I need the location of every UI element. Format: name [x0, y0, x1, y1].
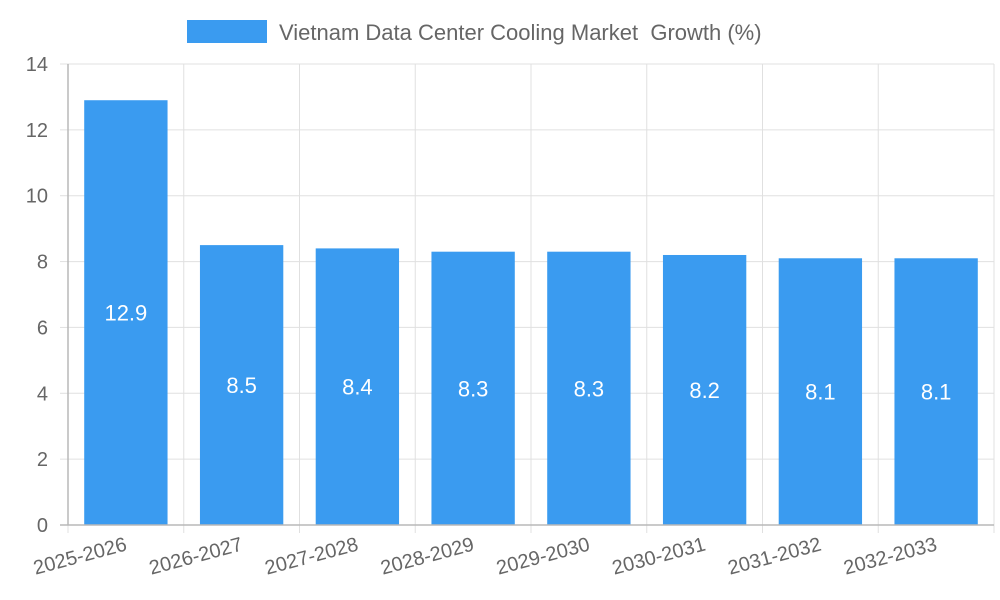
y-tick-label: 8	[37, 252, 48, 274]
legend-label: Vietnam Data Center Cooling Market Growt…	[279, 20, 762, 45]
data-label: 8.1	[921, 380, 952, 405]
x-tick-label: 2030-2031	[610, 534, 708, 580]
bar-2032-2033	[894, 258, 978, 525]
x-tick-label: 2026-2027	[147, 534, 245, 580]
bar-2026-2027	[199, 245, 284, 525]
data-label: 8.1	[805, 380, 836, 405]
y-axis-ticks: 0 2 4 6 8 10 12 14	[26, 54, 48, 537]
data-label: 8.3	[574, 376, 605, 401]
chart-axes	[60, 64, 994, 526]
chart-bars	[84, 100, 978, 525]
y-tick-label: 6	[37, 317, 48, 339]
x-tick-label: 2027-2028	[263, 534, 361, 580]
bar-2029-2030	[547, 251, 631, 525]
y-tick-label: 14	[26, 54, 48, 76]
chart-legend: Vietnam Data Center Cooling Market Growt…	[187, 20, 762, 45]
x-tick-label: 2031-2032	[726, 534, 824, 580]
bar-2025-2026	[84, 100, 168, 525]
y-tick-label: 12	[26, 120, 48, 142]
bar-2030-2031	[662, 254, 747, 525]
data-label: 8.4	[342, 375, 373, 400]
bar-2027-2028	[315, 248, 400, 525]
y-tick-label: 0	[37, 515, 48, 537]
data-labels: 12.9 8.5 8.4 8.3 8.3 8.2 8.1 8.1	[104, 301, 951, 405]
legend-swatch	[187, 20, 267, 43]
x-tick-label: 2029-2030	[494, 534, 592, 580]
x-tick-label: 2025-2026	[31, 534, 129, 580]
y-tick-label: 2	[37, 449, 48, 471]
x-tick-label: 2032-2033	[841, 534, 939, 580]
bar-2028-2029	[431, 251, 515, 525]
data-label: 12.9	[104, 301, 147, 326]
x-axis-ticks: 2025-2026 2026-2027 2027-2028 2028-2029 2029…	[31, 534, 939, 580]
data-label: 8.3	[458, 376, 489, 401]
x-tick-label: 2028-2029	[378, 534, 476, 580]
data-label: 8.2	[689, 378, 720, 403]
bar-2031-2032	[778, 258, 863, 525]
y-tick-label: 10	[26, 186, 48, 208]
y-tick-label: 4	[37, 383, 48, 405]
data-label: 8.5	[226, 373, 257, 398]
